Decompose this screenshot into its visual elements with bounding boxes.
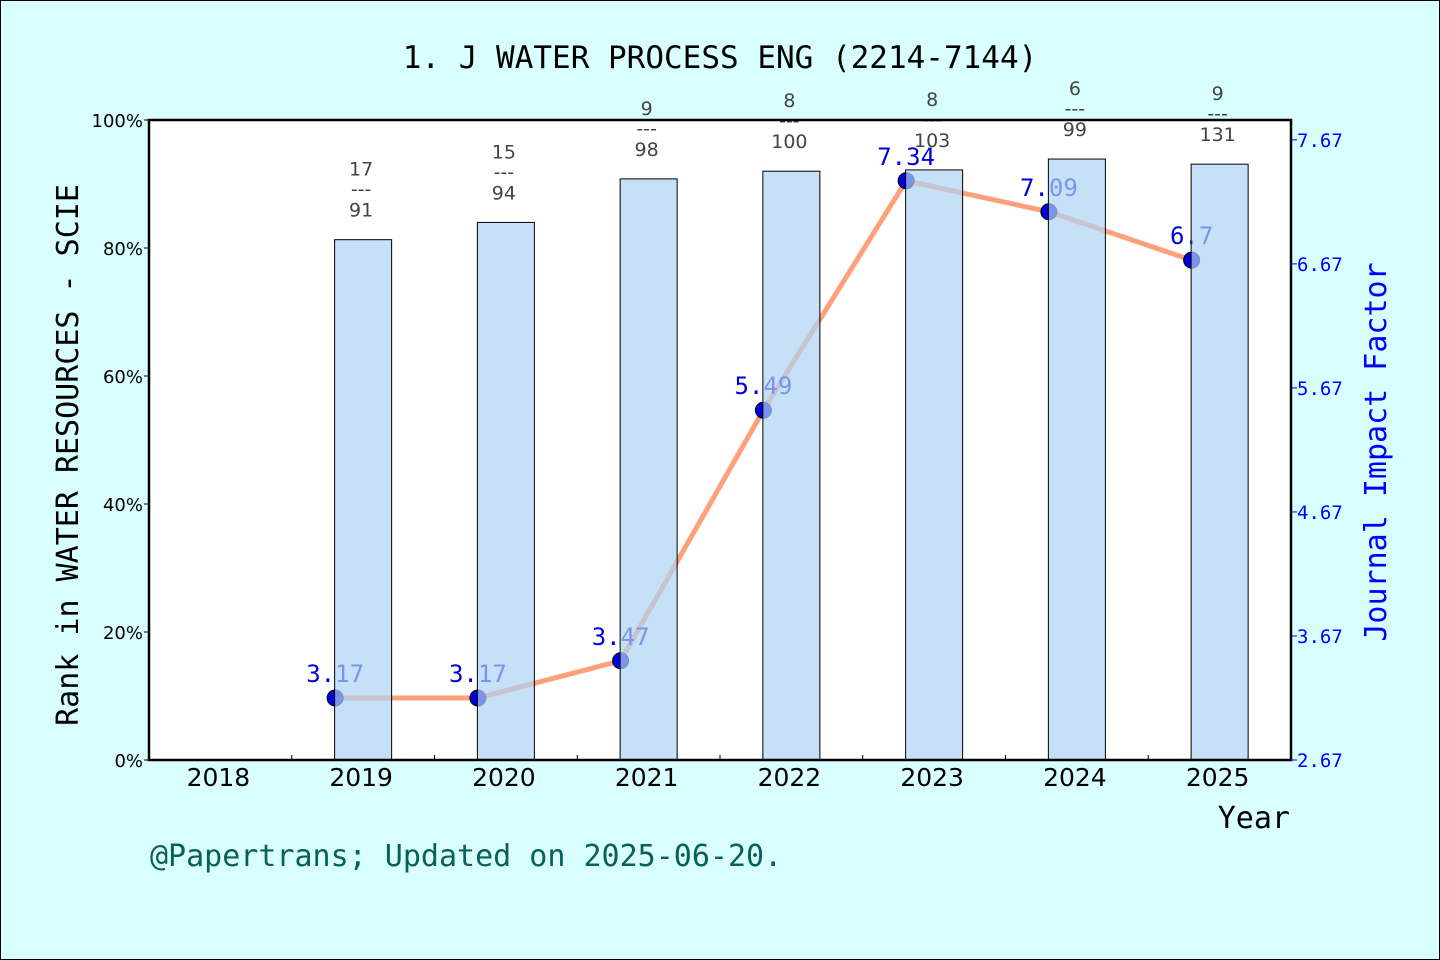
- left-tick-label: 20%: [103, 623, 143, 644]
- x-tick-label: 2025: [1186, 763, 1250, 792]
- right-tick-label: 5.67: [1297, 378, 1343, 400]
- rank-total: 98: [635, 139, 659, 161]
- rank-separator: ---: [1065, 98, 1086, 120]
- left-tick-label: 40%: [103, 495, 143, 516]
- rank-bar: [334, 239, 393, 761]
- rank-separator: ---: [1207, 103, 1228, 125]
- rank-total: 100: [771, 131, 807, 153]
- rank-number: 8: [783, 90, 795, 112]
- rank-separator: ---: [636, 118, 657, 140]
- rank-separator: ---: [494, 161, 515, 183]
- rank-number: 17: [349, 159, 373, 181]
- right-tick-label: 4.67: [1297, 502, 1343, 524]
- rank-number: 15: [492, 141, 516, 163]
- rank-bar: [476, 221, 535, 761]
- rank-total: 91: [349, 200, 373, 222]
- left-tick-label: 100%: [92, 111, 143, 132]
- rank-number: 9: [641, 98, 653, 120]
- rank-number: 8: [926, 89, 938, 111]
- right-tick-label: 2.67: [1297, 750, 1343, 772]
- rank-total: 103: [914, 130, 950, 152]
- right-tick-label: 3.67: [1297, 626, 1343, 648]
- right-tick-label: 7.67: [1297, 130, 1343, 152]
- x-tick-label: 2020: [472, 763, 536, 792]
- x-tick-label: 2023: [900, 763, 964, 792]
- footer-text: @Papertrans; Updated on 2025-06-20.: [150, 839, 782, 874]
- rank-total: 94: [492, 182, 516, 204]
- right-axis-label: Journal Impact Factor: [1359, 262, 1394, 641]
- rank-bar: [762, 170, 821, 761]
- rank-bar: [619, 178, 678, 761]
- rank-bar: [1190, 163, 1249, 761]
- x-tick-label: 2021: [615, 763, 679, 792]
- x-axis-label: Year: [1218, 801, 1290, 836]
- rank-bar: [905, 169, 964, 761]
- x-tick-label: 2019: [329, 763, 393, 792]
- rank-number: 6: [1069, 78, 1081, 100]
- x-tick-label: 2022: [758, 763, 822, 792]
- left-tick-label: 0%: [114, 751, 143, 772]
- rank-bar: [1047, 158, 1106, 761]
- right-tick-label: 6.67: [1297, 254, 1343, 276]
- rank-total: 99: [1063, 119, 1087, 141]
- left-tick-label: 80%: [103, 239, 143, 260]
- x-tick-label: 2024: [1043, 763, 1107, 792]
- left-axis-label: Rank in WATER RESOURCES - SCIE: [51, 184, 86, 726]
- rank-number: 9: [1212, 83, 1224, 105]
- rank-separator: ---: [351, 179, 372, 201]
- rank-total: 131: [1199, 124, 1235, 146]
- left-tick-label: 60%: [103, 367, 143, 388]
- x-tick-label: 2018: [187, 763, 251, 792]
- chart-title: 1. J WATER PROCESS ENG (2214-7144): [403, 40, 1038, 76]
- impact-factor-label: 7.34: [877, 143, 935, 171]
